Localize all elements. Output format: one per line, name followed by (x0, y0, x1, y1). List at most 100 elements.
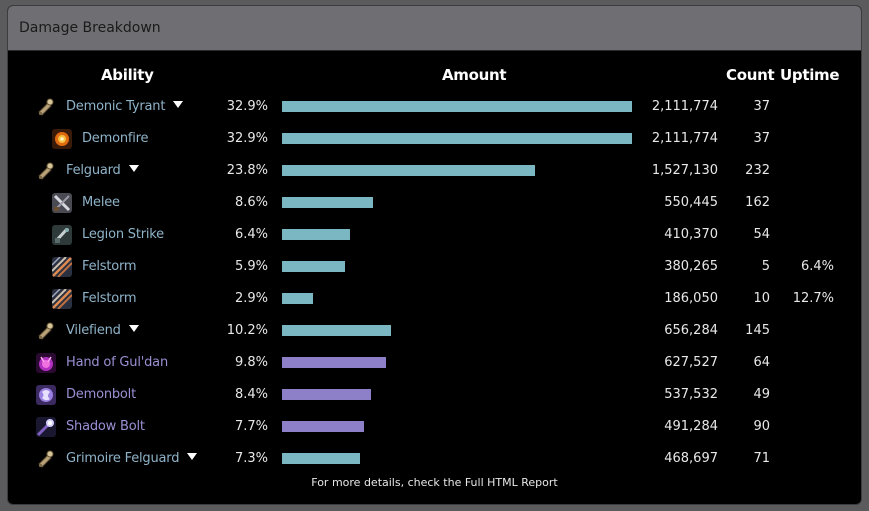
damage-bar-track (282, 421, 634, 432)
damage-bar (282, 325, 391, 336)
pet-whistle-icon (36, 97, 56, 117)
hit-count: 162 (745, 195, 770, 210)
uptime-value: 6.4% (800, 259, 834, 274)
damage-percent: 32.9% (226, 99, 268, 114)
table-row[interactable]: Grimoire Felguard 7.3% 468,697 71 (8, 443, 861, 475)
damage-percent: 2.9% (234, 291, 268, 306)
table-row: Shadow Bolt 7.7% 491,284 90 (8, 411, 861, 443)
ability-name[interactable]: Shadow Bolt (66, 419, 145, 434)
ability-name[interactable]: Felguard (66, 163, 139, 178)
ability-name[interactable]: Grimoire Felguard (66, 451, 198, 466)
damage-amount: 468,697 (664, 451, 718, 466)
table-row[interactable]: Vilefiend 10.2% 656,284 145 (8, 315, 861, 347)
damage-bar (282, 453, 360, 464)
legion-strike-icon (52, 225, 72, 245)
hit-count: 37 (753, 99, 770, 114)
ability-name[interactable]: Felstorm (82, 259, 137, 274)
damage-percent: 7.3% (234, 451, 268, 466)
panel-title: Damage Breakdown (19, 20, 161, 36)
damage-bar-track (282, 101, 634, 112)
ability-name[interactable]: Hand of Gul'dan (66, 355, 168, 370)
damage-percent: 23.8% (226, 163, 268, 178)
damage-amount: 410,370 (664, 227, 718, 242)
damage-bar (282, 133, 632, 144)
damage-bar (282, 101, 632, 112)
footer-note: For more details, check the Full HTML Re… (311, 476, 558, 489)
melee-icon (52, 193, 72, 213)
damage-percent: 6.4% (234, 227, 268, 242)
damage-bar-track (282, 261, 634, 272)
expand-caret-icon[interactable] (187, 453, 198, 460)
damage-percent: 5.9% (234, 259, 268, 274)
damage-breakdown-panel: Damage Breakdown Ability Amount Count Up… (8, 6, 861, 504)
damage-amount: 1,527,130 (651, 163, 718, 178)
table-row: Felstorm 5.9% 380,265 5 6.4% (8, 251, 861, 283)
ability-name[interactable]: Demonic Tyrant (66, 99, 184, 114)
ability-name[interactable]: Vilefiend (66, 323, 139, 338)
table-row: Melee 8.6% 550,445 162 (8, 187, 861, 219)
damage-percent: 8.6% (234, 195, 268, 210)
hit-count: 232 (745, 163, 770, 178)
damage-percent: 32.9% (226, 131, 268, 146)
hit-count: 71 (753, 451, 770, 466)
damage-bar-track (282, 133, 634, 144)
damage-amount: 2,111,774 (651, 99, 718, 114)
table-row: Legion Strike 6.4% 410,370 54 (8, 219, 861, 251)
damage-bar (282, 197, 373, 208)
damage-bar-track (282, 197, 634, 208)
table-row: Felstorm 2.9% 186,050 10 12.7% (8, 283, 861, 315)
felstorm-icon (52, 289, 72, 309)
table-row: Demonfire 32.9% 2,111,774 37 (8, 123, 861, 155)
pet-whistle-icon (36, 449, 56, 469)
column-header-amount[interactable]: Amount (442, 66, 507, 84)
ability-name[interactable]: Demonfire (82, 131, 149, 146)
damage-bar (282, 421, 364, 432)
column-header-uptime[interactable]: Uptime (780, 66, 840, 84)
damage-bar (282, 261, 345, 272)
ability-name[interactable]: Felstorm (82, 291, 137, 306)
expand-caret-icon[interactable] (128, 325, 139, 332)
damage-amount: 380,265 (664, 259, 718, 274)
shadow-bolt-icon (36, 417, 56, 437)
breakdown-table: Ability Amount Count Uptime Demonic Tyra… (8, 51, 861, 504)
damage-percent: 10.2% (226, 323, 268, 338)
damage-bar-track (282, 293, 634, 304)
pet-whistle-icon (36, 161, 56, 181)
hit-count: 54 (753, 227, 770, 242)
table-row[interactable]: Demonic Tyrant 32.9% 2,111,774 37 (8, 91, 861, 123)
hit-count: 37 (753, 131, 770, 146)
damage-bar-track (282, 165, 634, 176)
expand-caret-icon[interactable] (173, 101, 184, 108)
hit-count: 10 (753, 291, 770, 306)
ability-name[interactable]: Melee (82, 195, 120, 210)
damage-amount: 2,111,774 (651, 131, 718, 146)
damage-percent: 8.4% (234, 387, 268, 402)
damage-bar-track (282, 389, 634, 400)
column-header-ability[interactable]: Ability (101, 66, 154, 84)
ability-name[interactable]: Demonbolt (66, 387, 136, 402)
hand-of-guldan-icon (36, 353, 56, 373)
hit-count: 145 (745, 323, 770, 338)
damage-bar-track (282, 229, 634, 240)
damage-bar-track (282, 325, 634, 336)
damage-amount: 491,284 (664, 419, 718, 434)
damage-bar-track (282, 453, 634, 464)
pet-whistle-icon (36, 321, 56, 341)
hit-count: 90 (753, 419, 770, 434)
expand-caret-icon[interactable] (128, 165, 139, 172)
damage-amount: 186,050 (664, 291, 718, 306)
damage-bar (282, 389, 371, 400)
table-row[interactable]: Felguard 23.8% 1,527,130 232 (8, 155, 861, 187)
damage-bar (282, 293, 313, 304)
damage-amount: 537,532 (664, 387, 718, 402)
table-row: Hand of Gul'dan 9.8% 627,527 64 (8, 347, 861, 379)
panel-header: Damage Breakdown (8, 6, 861, 51)
felstorm-icon (52, 257, 72, 277)
demonfire-icon (52, 129, 72, 149)
ability-name[interactable]: Legion Strike (82, 227, 164, 242)
hit-count: 49 (753, 387, 770, 402)
damage-amount: 627,527 (664, 355, 718, 370)
uptime-value: 12.7% (792, 291, 834, 306)
damage-amount: 550,445 (664, 195, 718, 210)
column-header-count[interactable]: Count (726, 66, 775, 84)
